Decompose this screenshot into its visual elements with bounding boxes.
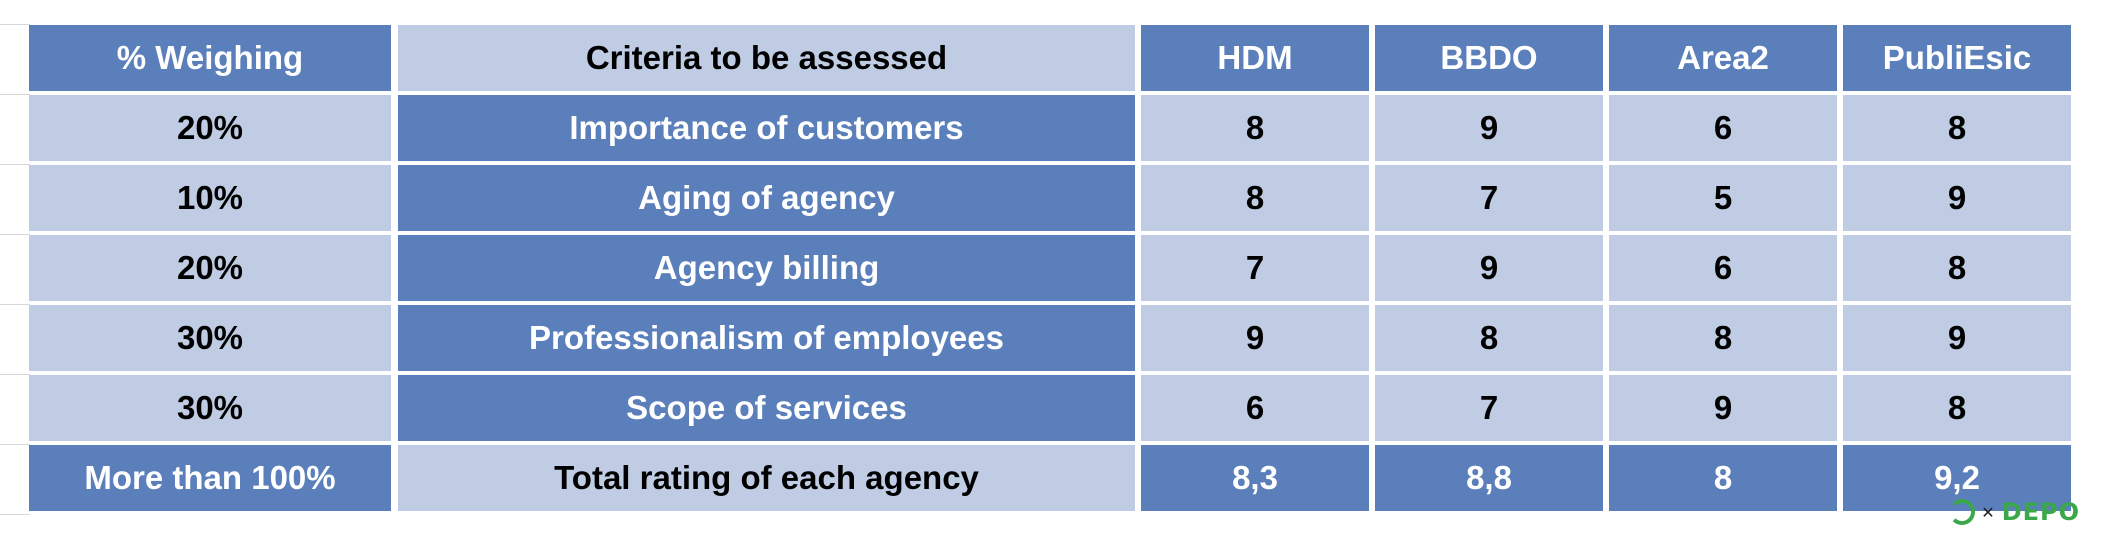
weighing-cell: 20%	[29, 235, 391, 301]
header-hdm: HDM	[1141, 25, 1369, 91]
spreadsheet-gridlines	[0, 0, 30, 536]
weighing-cell: 30%	[29, 305, 391, 371]
header-bbdo: BBDO	[1375, 25, 1603, 91]
weighing-cell: 30%	[29, 375, 391, 441]
score-cell-bbdo: 7	[1375, 375, 1603, 441]
criteria-cell: Aging of agency	[398, 165, 1135, 231]
weighing-cell: 10%	[29, 165, 391, 231]
score-cell-area2: 6	[1609, 95, 1837, 161]
score-cell-bbdo: 8	[1375, 305, 1603, 371]
total-cell-bbdo: 8,8	[1375, 445, 1603, 511]
depo-logo-icon	[1949, 499, 1976, 525]
total-label-cell: Total rating of each agency	[398, 445, 1135, 511]
header-area2: Area2	[1609, 25, 1837, 91]
criteria-cell: Professionalism of employees	[398, 305, 1135, 371]
weighing-cell: 20%	[29, 95, 391, 161]
score-cell-publiesic: 8	[1843, 235, 2071, 301]
score-cell-hdm: 9	[1141, 305, 1369, 371]
criteria-cell: Importance of customers	[398, 95, 1135, 161]
depo-watermark: ✕ DEPO	[1949, 498, 2080, 526]
score-cell-area2: 8	[1609, 305, 1837, 371]
header-publiesic: PubliEsic	[1843, 25, 2071, 91]
criteria-cell: Agency billing	[398, 235, 1135, 301]
score-cell-publiesic: 9	[1843, 165, 2071, 231]
score-cell-bbdo: 7	[1375, 165, 1603, 231]
score-cell-area2: 5	[1609, 165, 1837, 231]
watermark-text: DEPO	[2001, 498, 2080, 526]
score-cell-hdm: 8	[1141, 95, 1369, 161]
score-cell-area2: 6	[1609, 235, 1837, 301]
score-cell-publiesic: 8	[1843, 375, 2071, 441]
total-cell-hdm: 8,3	[1141, 445, 1369, 511]
header-criteria: Criteria to be assessed	[398, 25, 1135, 91]
criteria-cell: Scope of services	[398, 375, 1135, 441]
score-cell-bbdo: 9	[1375, 235, 1603, 301]
score-cell-hdm: 8	[1141, 165, 1369, 231]
total-cell-area2: 8	[1609, 445, 1837, 511]
score-cell-publiesic: 8	[1843, 95, 2071, 161]
header-weighing: % Weighing	[29, 25, 391, 91]
score-cell-hdm: 6	[1141, 375, 1369, 441]
watermark-prefix: ✕	[1981, 502, 1996, 522]
total-weighing-cell: More than 100%	[29, 445, 391, 511]
score-cell-hdm: 7	[1141, 235, 1369, 301]
score-cell-area2: 9	[1609, 375, 1837, 441]
score-cell-publiesic: 9	[1843, 305, 2071, 371]
score-cell-bbdo: 9	[1375, 95, 1603, 161]
